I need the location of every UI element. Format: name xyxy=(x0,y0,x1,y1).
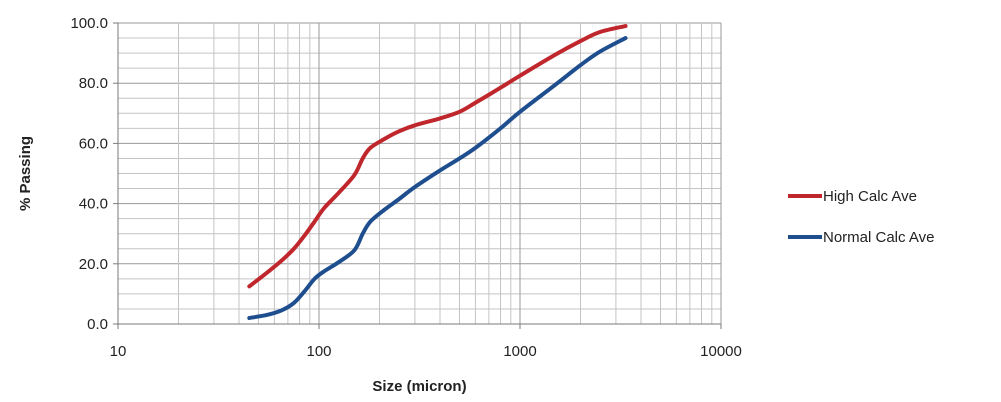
y-tick-label: 0.0 xyxy=(87,316,108,333)
x-tick-label: 100 xyxy=(306,343,331,360)
y-tick-label: 80.0 xyxy=(79,75,108,92)
series-line-high-calc-ave xyxy=(247,24,628,289)
x-axis-title: Size (micron) xyxy=(372,378,466,395)
y-axis-title: % Passing xyxy=(17,136,34,211)
legend-label-normal-calc-ave: Normal Calc Ave xyxy=(823,229,934,246)
series-line-normal-calc-ave xyxy=(247,36,628,320)
x-tick-label: 10 xyxy=(110,343,127,360)
series-group xyxy=(247,24,628,320)
y-tick-label: 60.0 xyxy=(79,135,108,152)
legend: High Calc Ave Normal Calc Ave xyxy=(788,188,934,246)
y-tick-label: 20.0 xyxy=(79,256,108,273)
y-tick-label: 100.0 xyxy=(70,15,108,32)
x-tick-label: 10000 xyxy=(700,343,742,360)
x-tick-label: 1000 xyxy=(503,343,536,360)
y-tick-label: 40.0 xyxy=(79,196,108,213)
legend-label-high-calc-ave: High Calc Ave xyxy=(823,188,917,205)
tick-labels: 0.0 20.0 40.0 60.0 80.0 100.0 10 100 1000 10000 xyxy=(70,15,741,360)
grid xyxy=(117,22,722,325)
axes xyxy=(113,22,722,329)
